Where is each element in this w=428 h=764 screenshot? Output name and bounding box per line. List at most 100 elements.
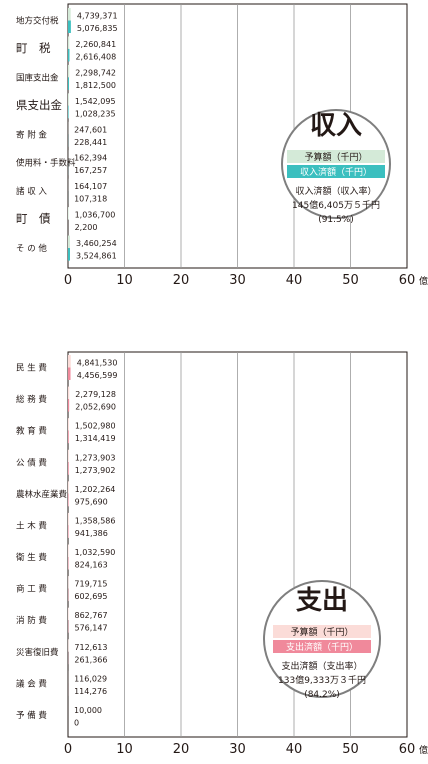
data-label: 1,036,700 xyxy=(75,211,116,220)
data-label: 228,441 xyxy=(74,138,107,147)
data-label: 1,032,590 xyxy=(75,548,116,557)
x-tick-label: 10 xyxy=(116,273,133,288)
data-label: 1,273,903 xyxy=(75,453,116,462)
data-label: 2,260,841 xyxy=(75,40,116,49)
data-label: 1,273,902 xyxy=(75,466,116,475)
data-label: 164,107 xyxy=(74,182,107,191)
category-label: 衛 生 費 xyxy=(16,552,47,563)
category-label: 災害復旧費 xyxy=(16,647,59,658)
category-label: 国庫支出金 xyxy=(16,72,59,83)
data-label: 1,358,586 xyxy=(75,516,116,525)
summary-rate: (91.5%) xyxy=(318,215,354,225)
category-label: 予 備 費 xyxy=(16,710,47,721)
data-label: 1,028,235 xyxy=(75,109,116,118)
data-label: 2,279,128 xyxy=(75,390,116,399)
bar-budget xyxy=(68,355,71,368)
category-label: 土 木 費 xyxy=(16,520,47,531)
data-label: 824,163 xyxy=(75,561,108,570)
x-tick-label: 40 xyxy=(286,742,303,757)
bar-budget xyxy=(68,481,69,494)
x-tick-label: 50 xyxy=(342,273,359,288)
bar-budget xyxy=(68,513,69,526)
data-label: 712,613 xyxy=(74,643,107,652)
x-tick-label: 20 xyxy=(173,273,190,288)
x-tick-label: 60 xyxy=(399,742,416,757)
category-label: 総 務 費 xyxy=(16,394,47,405)
data-label: 975,690 xyxy=(75,497,108,506)
badge-title: 収入 xyxy=(310,111,362,141)
x-tick-label: 30 xyxy=(229,742,246,757)
bar-budget xyxy=(68,418,69,431)
x-tick-label: 40 xyxy=(286,273,303,288)
data-label: 2,200 xyxy=(75,223,98,232)
legend-label: 予算額（千円） xyxy=(304,151,367,163)
data-label: 116,029 xyxy=(74,674,107,683)
x-tick-label: 0 xyxy=(64,273,72,288)
category-label: 町 税 xyxy=(16,41,51,55)
data-label: 162,394 xyxy=(74,154,107,163)
x-tick-label: 60 xyxy=(399,273,416,288)
bar-actual xyxy=(68,368,71,381)
data-label: 10,000 xyxy=(74,706,102,715)
data-label: 3,524,861 xyxy=(76,252,117,261)
data-label: 1,812,500 xyxy=(75,81,116,90)
data-label: 1,202,264 xyxy=(75,485,116,494)
bar-budget xyxy=(68,236,70,249)
category-label: 民 生 費 xyxy=(16,363,47,374)
category-label: 地方交付税 xyxy=(16,16,59,27)
x-axis-unit: 億 xyxy=(419,275,428,287)
category-label: 教 育 費 xyxy=(16,426,47,437)
data-label: 2,616,408 xyxy=(75,52,116,61)
bar-actual xyxy=(68,77,69,90)
bar-budget xyxy=(68,93,69,106)
bar-budget xyxy=(68,545,69,558)
data-label: 941,386 xyxy=(75,529,108,538)
data-label: 602,695 xyxy=(74,592,107,601)
legend-label: 支出済額（千円） xyxy=(286,641,358,653)
data-label: 1,542,095 xyxy=(75,97,116,106)
bar-budget xyxy=(68,65,69,78)
data-label: 0 xyxy=(74,718,79,727)
bar-actual xyxy=(68,21,71,34)
data-label: 1,502,980 xyxy=(75,422,116,431)
data-label: 862,767 xyxy=(74,611,107,620)
category-label: 農林水産業費 xyxy=(16,489,68,500)
x-tick-label: 10 xyxy=(116,742,133,757)
data-label: 4,456,599 xyxy=(77,371,118,380)
x-tick-label: 20 xyxy=(173,742,190,757)
x-tick-label: 30 xyxy=(229,273,246,288)
data-label: 2,298,742 xyxy=(75,68,116,77)
bar-actual xyxy=(68,399,69,411)
summary-title: 支出済額（支出率） xyxy=(281,660,362,672)
category-label: 議 会 費 xyxy=(16,678,47,689)
bar-budget xyxy=(68,36,69,49)
data-label: 114,276 xyxy=(74,687,107,696)
bar-actual xyxy=(68,106,69,119)
data-label: 261,366 xyxy=(74,655,107,664)
summary-title: 収入済額（収入率） xyxy=(295,185,376,197)
summary-value: 145億6,405万５千円 xyxy=(292,199,380,211)
data-label: 1,314,419 xyxy=(75,434,116,443)
bar-budget xyxy=(68,387,69,400)
data-label: 576,147 xyxy=(74,624,107,633)
category-label: 商 工 費 xyxy=(16,584,47,595)
data-label: 5,076,835 xyxy=(77,24,118,33)
data-label: 107,318 xyxy=(74,195,107,204)
badge-title: 支出 xyxy=(296,586,348,616)
bar-actual xyxy=(68,525,69,538)
category-label: 寄 附 金 xyxy=(16,129,47,140)
data-label: 4,841,530 xyxy=(77,359,118,368)
category-label: 諸 収 入 xyxy=(16,186,47,197)
legend-label: 収入済額（千円） xyxy=(300,166,372,178)
bar-budget xyxy=(68,207,69,220)
summary-value: 133億9,333万３千円 xyxy=(278,674,366,686)
bar-actual xyxy=(68,462,69,475)
category-label: 町 債 xyxy=(16,212,51,226)
data-label: 4,739,371 xyxy=(77,12,118,21)
category-label: 県支出金 xyxy=(16,98,62,112)
category-label: 消 防 費 xyxy=(16,615,47,626)
data-label: 247,601 xyxy=(74,125,107,134)
bar-budget xyxy=(68,450,69,463)
